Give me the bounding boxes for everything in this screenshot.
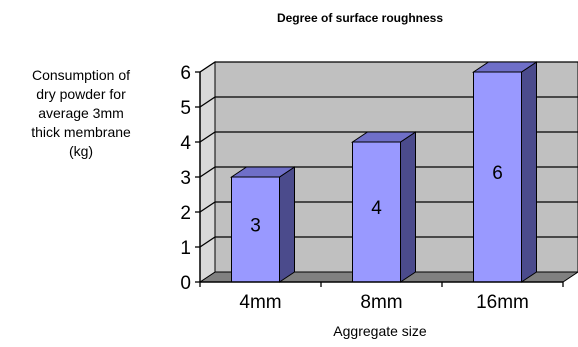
y-tick-label: 4 [180, 133, 191, 154]
data-label: 6 [492, 163, 503, 184]
x-axis: 4mm 8mm 16mm [199, 281, 564, 313]
bar: 3 [229, 166, 297, 283]
y-tick-label: 6 [180, 63, 191, 84]
bar: 6 [471, 61, 539, 283]
bar: 4 [350, 131, 418, 283]
y-axis: 0 1 2 3 4 5 6 [180, 63, 201, 294]
x-tick-label: 4mm [239, 292, 281, 313]
x-tick-label: 8mm [360, 292, 402, 313]
y-axis-title-line: dry powder for [36, 86, 126, 102]
x-axis-title: Aggregate size [333, 323, 427, 339]
gridline [199, 166, 578, 178]
y-tick-label: 2 [180, 203, 191, 224]
gridline [199, 236, 578, 248]
y-tick-label: 0 [180, 273, 191, 294]
x-tick-label: 16mm [476, 292, 529, 313]
y-axis-title: Consumption of dry powder for average 3m… [2, 66, 160, 161]
y-tick-label: 5 [180, 98, 191, 119]
bar-front [473, 71, 522, 283]
bars: 3 4 6 [229, 61, 539, 283]
y-tick-label: 3 [180, 168, 191, 189]
bar-side [521, 61, 537, 283]
data-label: 4 [371, 198, 382, 219]
y-axis-title-line: thick membrane [31, 124, 131, 140]
bar-side [279, 166, 295, 283]
chart-title: Degree of surface roughness [276, 11, 444, 25]
y-axis-title-line: Consumption of [31, 67, 131, 83]
gridline [199, 96, 578, 108]
y-tick-label: 1 [180, 238, 191, 259]
y-axis-title-line: (kg) [68, 143, 94, 159]
gridline [199, 201, 578, 213]
bar-side [400, 131, 416, 283]
bar-front [352, 141, 401, 283]
data-label: 3 [250, 216, 261, 237]
gridlines [199, 61, 578, 248]
gridline [199, 131, 578, 143]
y-axis-title-line: average 3mm [38, 105, 124, 121]
gridline [199, 61, 578, 73]
bar-front [231, 176, 280, 283]
